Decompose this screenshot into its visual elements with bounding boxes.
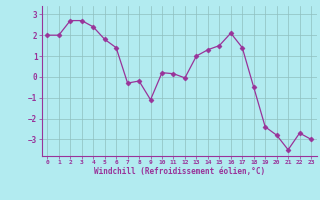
X-axis label: Windchill (Refroidissement éolien,°C): Windchill (Refroidissement éolien,°C) — [94, 167, 265, 176]
